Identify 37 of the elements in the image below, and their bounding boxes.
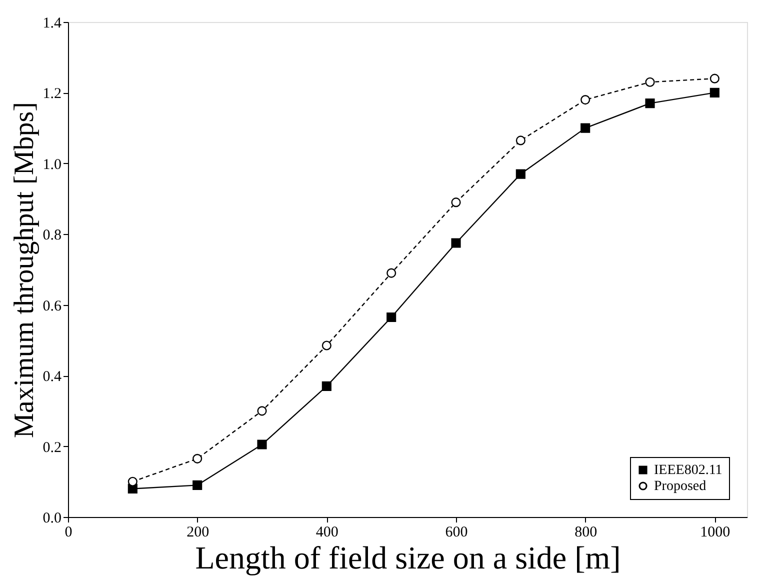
- point: [257, 440, 267, 450]
- x-tick-label: 200: [186, 524, 210, 540]
- x-axis-title: Length of field size on a side [m]: [195, 540, 621, 576]
- y-axis-title: Maximum throughput [Mbps]: [8, 102, 40, 438]
- point: [192, 480, 202, 490]
- x-tick-label: 400: [316, 524, 338, 540]
- y-tick-label: 0.4: [42, 369, 62, 386]
- point: [516, 169, 526, 179]
- point: [128, 476, 138, 486]
- x-tick-label: 1000: [700, 524, 730, 540]
- point: [451, 238, 461, 248]
- point: [322, 340, 332, 350]
- point: [386, 268, 396, 278]
- y-tick-label: 1.2: [42, 86, 62, 102]
- x-tick-label: 0: [64, 524, 72, 540]
- point: [645, 98, 655, 108]
- point: [710, 74, 720, 84]
- x-tick-label: 600: [445, 524, 468, 540]
- point: [516, 136, 526, 146]
- point: [645, 77, 655, 87]
- y-tick-label: 0.0: [42, 510, 62, 526]
- point: [257, 406, 267, 416]
- y-tick-label: 1.0: [42, 156, 62, 173]
- point: [386, 312, 396, 322]
- legend-label: Proposed: [654, 479, 706, 494]
- point: [580, 123, 590, 133]
- point: [710, 88, 720, 98]
- y-tick-label: 1.4: [42, 16, 62, 32]
- point: [322, 381, 332, 391]
- point: [451, 198, 461, 208]
- point: [192, 454, 202, 464]
- y-tick-label: 0.8: [42, 228, 62, 244]
- point: [580, 95, 590, 105]
- y-tick-label: 0.6: [42, 298, 62, 314]
- legend-label: IEEE802.11: [654, 463, 722, 478]
- y-tick-label: 0.2: [42, 440, 62, 456]
- x-tick-label: 800: [574, 524, 598, 540]
